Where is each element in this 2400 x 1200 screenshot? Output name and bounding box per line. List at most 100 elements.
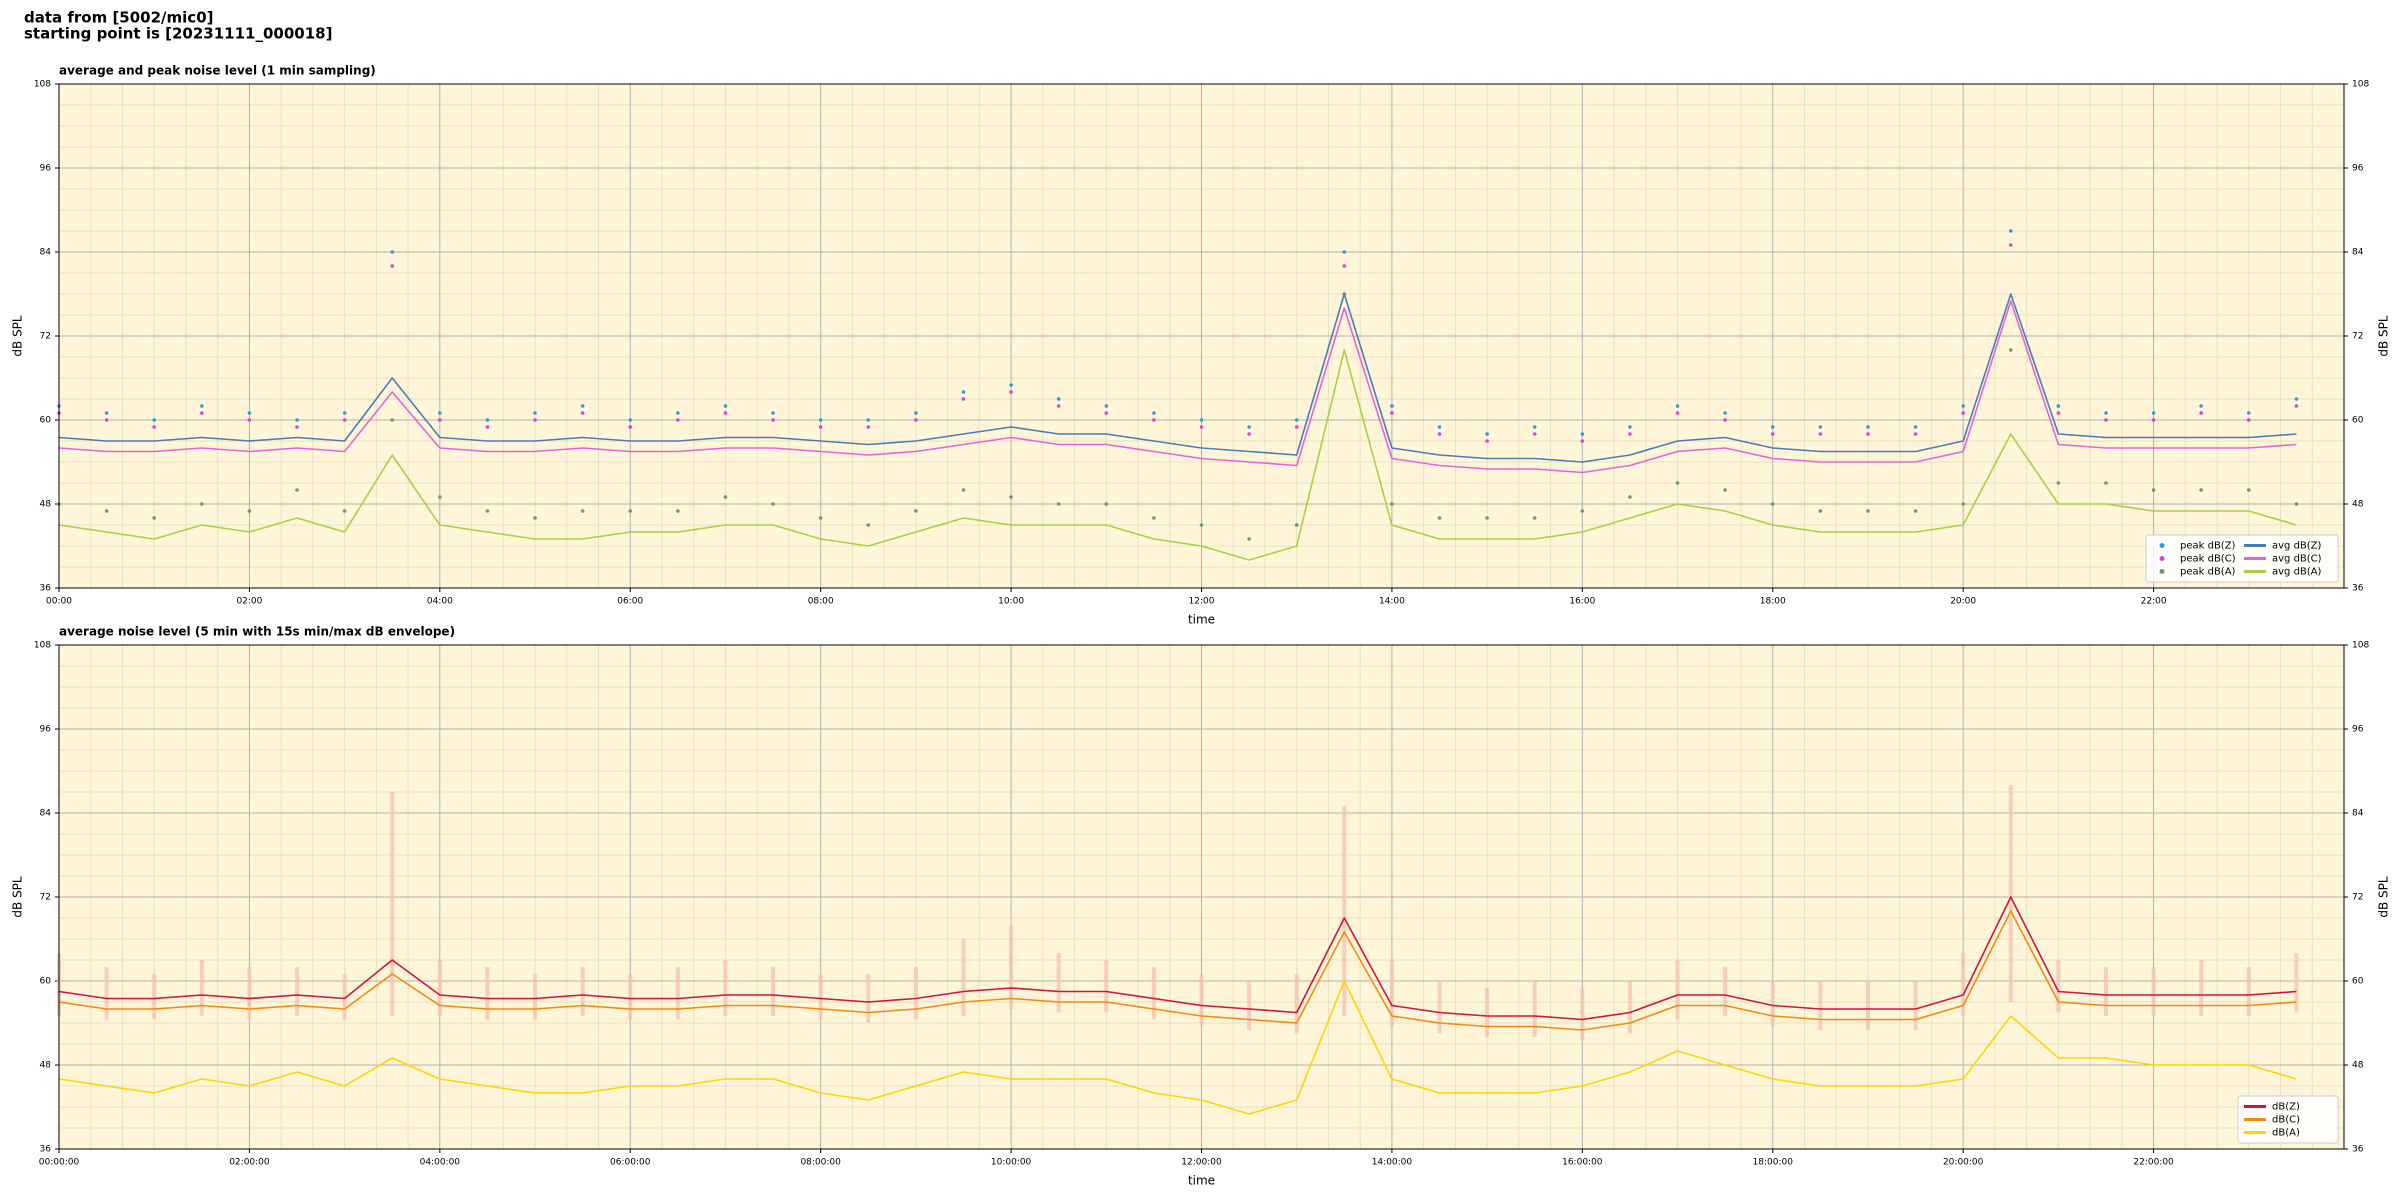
peak-point	[914, 509, 918, 513]
envelope-band	[342, 974, 347, 1020]
x-tick-label: 20:00	[1950, 597, 1976, 607]
x-tick-label: 10:00	[998, 597, 1024, 607]
peak-point	[676, 411, 680, 415]
peak-point	[628, 425, 633, 429]
peak-point	[1723, 411, 1727, 415]
peak-point	[533, 418, 537, 422]
peak-point	[1628, 432, 1632, 436]
x-tick-label: 00:00:00	[39, 1158, 80, 1168]
peak-point	[342, 411, 347, 415]
envelope-band	[2008, 785, 2013, 1002]
peak-point	[1056, 502, 1061, 506]
x-tick-label: 18:00:00	[1753, 1158, 1794, 1168]
peak-point	[961, 390, 966, 394]
peak-point	[2008, 243, 2013, 247]
peak-point	[1961, 404, 1965, 408]
series-line	[58, 910, 2297, 1031]
x-tick-label: 16:00:00	[1562, 1158, 1603, 1168]
peak-point	[1342, 250, 1347, 254]
y-tick-label: 72	[40, 893, 51, 903]
peak-point	[2104, 481, 2108, 485]
plot-frame	[58, 83, 2345, 589]
envelope-band	[961, 939, 966, 1016]
peak-point	[628, 418, 633, 422]
peak-point	[1247, 537, 1251, 541]
peak-point	[961, 397, 966, 401]
x-tick-label: 10:00:00	[991, 1158, 1032, 1168]
peak-point	[152, 516, 157, 520]
peak-point	[1485, 439, 1489, 443]
peak-point	[1961, 502, 1965, 506]
peak-point	[485, 509, 490, 513]
peak-point	[152, 418, 157, 422]
peak-point	[1818, 425, 1823, 429]
y-tick-label: 36	[2352, 584, 2364, 594]
legend-label: dB(A)	[2272, 1128, 2300, 1139]
peak-point	[533, 516, 537, 520]
envelope-band	[1770, 981, 1775, 1027]
peak-point	[771, 502, 775, 506]
envelope-band	[2151, 967, 2156, 1016]
x-tick-label: 16:00	[1569, 597, 1595, 607]
peak-point	[2056, 481, 2061, 485]
peak-point	[2151, 411, 2156, 415]
peak-point	[1009, 383, 1013, 387]
peak-point	[1580, 432, 1585, 436]
peak-point	[1818, 432, 1823, 436]
legend-box	[2145, 534, 2339, 583]
series-line	[58, 349, 2297, 561]
peak-point	[1294, 425, 1299, 429]
y-tick-label: 72	[40, 332, 51, 342]
chart-title: average and peak noise level (1 min samp…	[59, 64, 376, 78]
peak-point	[2199, 488, 2203, 492]
peak-point	[438, 495, 442, 499]
peak-point	[247, 509, 252, 513]
peak-point	[2294, 397, 2299, 401]
peak-point	[1199, 418, 1204, 422]
peak-point	[1437, 516, 1442, 520]
peak-point	[914, 411, 918, 415]
x-tick-label: 22:00:00	[2133, 1158, 2174, 1168]
peak-point	[1580, 439, 1585, 443]
y-tick-label: 84	[2352, 809, 2364, 819]
envelope-band	[1723, 967, 1728, 1016]
y-tick-label: 48	[2352, 1061, 2364, 1071]
legend-label: peak dB(A)	[2180, 567, 2236, 578]
peak-point	[1342, 264, 1347, 268]
x-tick-label: 06:00:00	[610, 1158, 651, 1168]
peak-point	[1390, 411, 1394, 415]
envelope-band	[104, 967, 109, 1020]
x-axis-label: time	[1188, 1174, 1215, 1188]
peak-point	[1009, 390, 1013, 394]
envelope-band	[152, 974, 157, 1020]
peak-point	[1723, 488, 1727, 492]
y-tick-label: 96	[2352, 725, 2364, 735]
envelope-band	[390, 792, 395, 1016]
peak-point	[2056, 404, 2061, 408]
x-tick-label: 02:00	[236, 597, 262, 607]
envelope-band	[1294, 974, 1299, 1034]
envelope-band	[199, 960, 204, 1016]
peak-point	[1485, 516, 1489, 520]
peak-point	[1152, 418, 1156, 422]
peak-point	[1437, 432, 1442, 436]
peak-point	[1152, 411, 1156, 415]
envelope-band	[247, 967, 252, 1020]
envelope-band	[1961, 953, 1966, 1016]
peak-point	[1913, 425, 1918, 429]
envelope-band	[723, 960, 728, 1016]
y-tick-label: 36	[40, 584, 52, 594]
y-axis-label: dB SPL	[2377, 876, 2391, 918]
peak-point	[2294, 502, 2299, 506]
peak-point	[628, 509, 633, 513]
peak-point	[2199, 404, 2203, 408]
y-tick-label: 60	[40, 416, 52, 426]
peak-point	[200, 502, 204, 506]
envelope-band	[1199, 974, 1204, 1027]
peak-point	[1390, 502, 1394, 506]
series-line	[58, 300, 2297, 474]
series-line	[58, 293, 2297, 463]
y-tick-label: 108	[34, 641, 51, 651]
peak-point	[1770, 425, 1775, 429]
envelope-band	[2103, 967, 2108, 1016]
